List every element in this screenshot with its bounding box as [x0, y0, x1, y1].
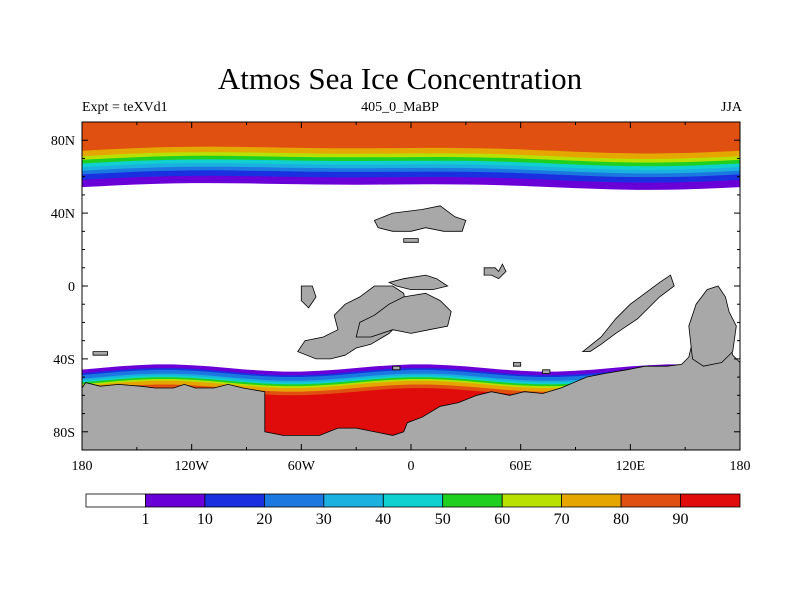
colorbar-box — [323, 493, 384, 508]
land-mass — [688, 285, 737, 367]
colorbar-label: 10 — [197, 511, 213, 528]
land-mass — [542, 369, 551, 374]
colorbar-label: 20 — [256, 511, 272, 528]
land-mass — [387, 274, 449, 291]
land-mass — [403, 238, 419, 243]
land-mass — [373, 205, 467, 232]
colorbar-label: 30 — [316, 511, 332, 528]
x-tick-label: 180 — [730, 459, 751, 474]
chart-title: Atmos Sea Ice Concentration — [217, 61, 583, 96]
y-tick-label: 40S — [53, 353, 75, 368]
colorbar-label: 50 — [435, 511, 451, 528]
land-mass — [513, 362, 522, 367]
time-period-label: 405_0_MaBP — [361, 100, 439, 115]
land-mass — [92, 351, 108, 356]
x-tick-label: 60E — [509, 459, 532, 474]
experiment-label: Expt = teXVd1 — [82, 100, 168, 115]
x-tick-label: 120E — [616, 459, 646, 474]
colorbar-box — [501, 493, 563, 508]
colorbar-box — [145, 493, 206, 508]
colorbar-label: 80 — [613, 511, 629, 528]
colorbar-label: 70 — [554, 511, 570, 528]
land-mass — [483, 263, 507, 280]
colorbar-box — [442, 493, 503, 508]
colorbar-label: 60 — [494, 511, 510, 528]
colorbar-label: 1 — [142, 511, 150, 528]
colorbar-label: 40 — [375, 511, 391, 528]
x-tick-label: 120W — [175, 459, 210, 474]
colorbar-box — [263, 493, 325, 508]
y-tick-label: 80S — [53, 426, 75, 441]
colorbar-box — [204, 493, 265, 508]
land-mass — [300, 285, 317, 309]
x-tick-label: 60W — [288, 459, 316, 474]
land-mass — [355, 292, 452, 338]
x-tick-label: 180 — [72, 459, 93, 474]
colorbar-box — [85, 493, 146, 508]
y-tick-label: 80N — [51, 134, 75, 149]
x-tick-label: 0 — [408, 459, 415, 474]
north-ice-band-80 — [82, 122, 740, 154]
land-mass — [581, 274, 675, 353]
season-label: JJA — [720, 100, 742, 115]
y-tick-label: 0 — [68, 280, 75, 295]
land-mass — [297, 285, 408, 360]
y-tick-label: 40N — [51, 207, 75, 222]
colorbar-box — [561, 493, 622, 508]
colorbar-box — [382, 493, 444, 508]
colorbar-box — [620, 493, 681, 508]
colorbar-label: 90 — [673, 511, 689, 528]
land-mass — [392, 365, 401, 371]
colorbar-box — [680, 493, 741, 508]
